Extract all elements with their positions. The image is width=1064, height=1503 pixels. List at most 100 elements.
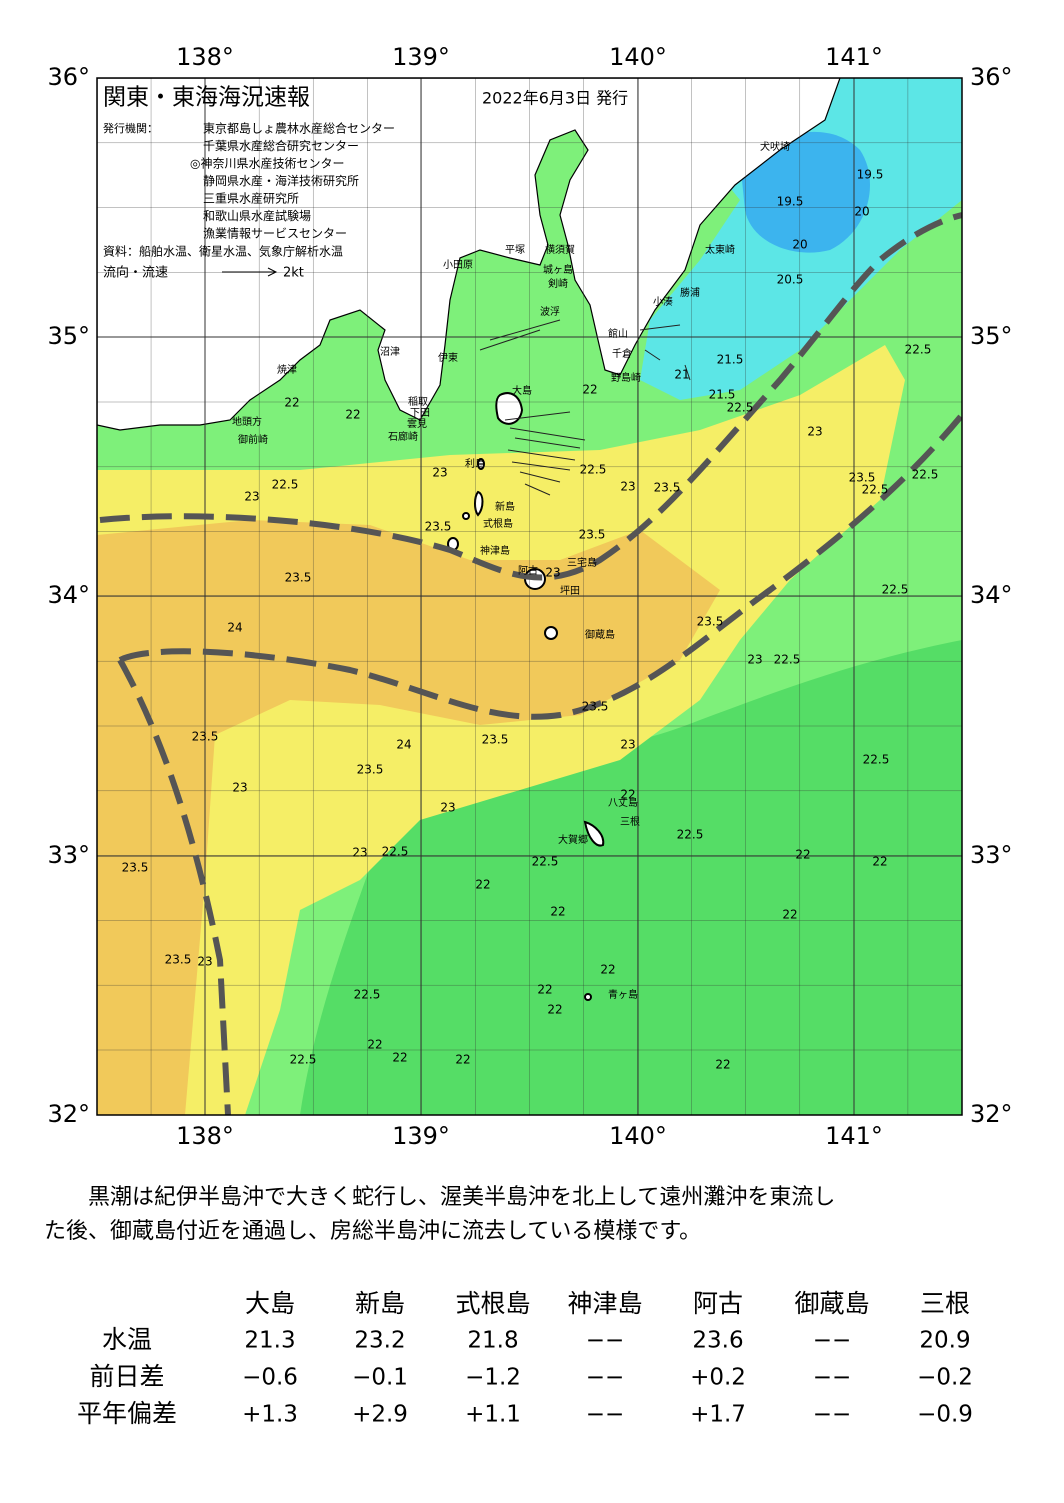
- data-source: 資料：船舶水温、衛星水温、気象庁解析水温: [103, 244, 343, 259]
- contour-label: 20: [792, 238, 807, 252]
- legend-speed: 2kt: [283, 266, 304, 281]
- contour-label: 21.5: [709, 388, 736, 402]
- contour-label: 22: [550, 905, 565, 919]
- contour-label: 22.5: [382, 845, 409, 859]
- lon-label: 141°: [825, 1122, 883, 1150]
- lat-label: 32°: [970, 1100, 1013, 1128]
- graticule: [97, 78, 962, 1115]
- contour-label: 23.5: [165, 953, 192, 967]
- lat-label: 34°: [47, 581, 90, 609]
- issuer: 漁業情報サービスセンター: [203, 227, 347, 241]
- lon-label: 139°: [392, 1122, 450, 1150]
- lat-label: 34°: [970, 581, 1013, 609]
- contour-label: 22.5: [862, 483, 889, 497]
- contour-label: 23: [620, 738, 635, 752]
- contour-label: 23: [197, 955, 212, 969]
- current-vector: [507, 449, 576, 461]
- table-header: 大島: [245, 1289, 295, 1318]
- axes: 138° 138° 139° 139° 140° 140° 141° 141° 36° 36° 35…: [47, 43, 1012, 1150]
- contour-label: 22: [582, 383, 597, 397]
- lat-label: 35°: [47, 322, 90, 350]
- table-cell: −−: [813, 1328, 852, 1354]
- contour-label: 23.5: [192, 730, 219, 744]
- contour-label: 23: [432, 466, 447, 480]
- contour-label: 22.5: [532, 855, 559, 869]
- contour-label: 22: [715, 1058, 730, 1072]
- place-name: 沼津: [380, 345, 400, 358]
- lat-label: 35°: [970, 322, 1013, 350]
- description-line: た後、御蔵島付近を通過し、房総半島沖に流去している模様です。: [44, 1219, 701, 1244]
- place-name: 小湊: [653, 295, 673, 308]
- place-name: 石廊崎: [388, 430, 418, 443]
- place-name: 城ヶ島: [543, 263, 573, 276]
- lon-label: 139°: [392, 43, 450, 71]
- contour-label: 22.5: [905, 343, 932, 357]
- lon-label: 138°: [176, 1122, 234, 1150]
- table-header: 式根島: [455, 1289, 530, 1318]
- contour-label: 23.5: [579, 528, 606, 542]
- place-name: 千倉: [612, 347, 632, 360]
- place-name: 三根: [620, 815, 640, 828]
- contour-label: 23.5: [654, 481, 681, 495]
- contour-label: 22.5: [272, 478, 299, 492]
- contour-label: 22.5: [677, 828, 704, 842]
- current-vector: [504, 411, 571, 421]
- contour-label: 21.5: [717, 353, 744, 367]
- contour-label: 20.5: [777, 273, 804, 287]
- place-name: 御蔵島: [585, 628, 615, 641]
- contour-label: 23.5: [285, 571, 312, 585]
- place-name: 地頭方: [232, 415, 262, 428]
- kuroshio-axis: [99, 212, 962, 1115]
- contour-label: 22: [795, 848, 810, 862]
- place-name: 坪田: [560, 584, 580, 597]
- place-name: 三宅島: [567, 556, 597, 569]
- contour-label: 23.5: [357, 763, 384, 777]
- table-cell: +1.7: [690, 1402, 746, 1428]
- contour-label: 22: [600, 963, 615, 977]
- lon-label: 141°: [825, 43, 883, 71]
- current-vector: [524, 483, 551, 496]
- issue-date: 2022年6月3日 発行: [482, 89, 628, 108]
- contour-label: 22.5: [354, 988, 381, 1002]
- contour-label: 23: [440, 801, 455, 815]
- table-cell: −−: [586, 1365, 625, 1391]
- table-cell: −−: [586, 1328, 625, 1354]
- place-name: 八丈島: [608, 796, 638, 809]
- contour-label: 22.5: [863, 753, 890, 767]
- contour-label: 22: [345, 408, 360, 422]
- contour-label: 22.5: [912, 468, 939, 482]
- contour-label: 23: [244, 490, 259, 504]
- contour-label: 23: [545, 566, 560, 580]
- place-name: 大賀郷: [558, 833, 588, 846]
- lon-label: 138°: [176, 43, 234, 71]
- current-vector: [639, 324, 681, 331]
- place-name: 神津島: [480, 544, 510, 557]
- table-cell: −0.1: [352, 1365, 408, 1391]
- place-name: 伊東: [438, 351, 458, 364]
- contour-label: 23: [747, 653, 762, 667]
- contour-label: 22.5: [580, 463, 607, 477]
- contour-label: 23: [620, 480, 635, 494]
- issuer: ◎神奈川県水産技術センター: [190, 156, 344, 171]
- place-name: 横須賀: [545, 243, 575, 256]
- current-vector: [511, 461, 571, 471]
- row-label: 平年偏差: [77, 1399, 177, 1428]
- table-cell: 23.6: [692, 1328, 743, 1354]
- place-name: 青ヶ島: [608, 988, 638, 1001]
- contour-label: 23.5: [122, 861, 149, 875]
- land: [97, 78, 841, 431]
- table-cell: −0.9: [917, 1402, 973, 1428]
- current-vector: [479, 329, 541, 351]
- contour-label: 22: [537, 983, 552, 997]
- contour-label: 22.5: [290, 1053, 317, 1067]
- place-name: 稲取: [408, 396, 428, 408]
- contour-label: 22.5: [727, 401, 754, 415]
- contour-label: 24: [227, 621, 242, 635]
- issuer-label: 発行機関：: [103, 121, 158, 135]
- contour-label: 23.5: [582, 700, 609, 714]
- table-header: 三根: [920, 1289, 970, 1318]
- place-name: 御前崎: [238, 433, 268, 446]
- current-vector: [509, 427, 586, 441]
